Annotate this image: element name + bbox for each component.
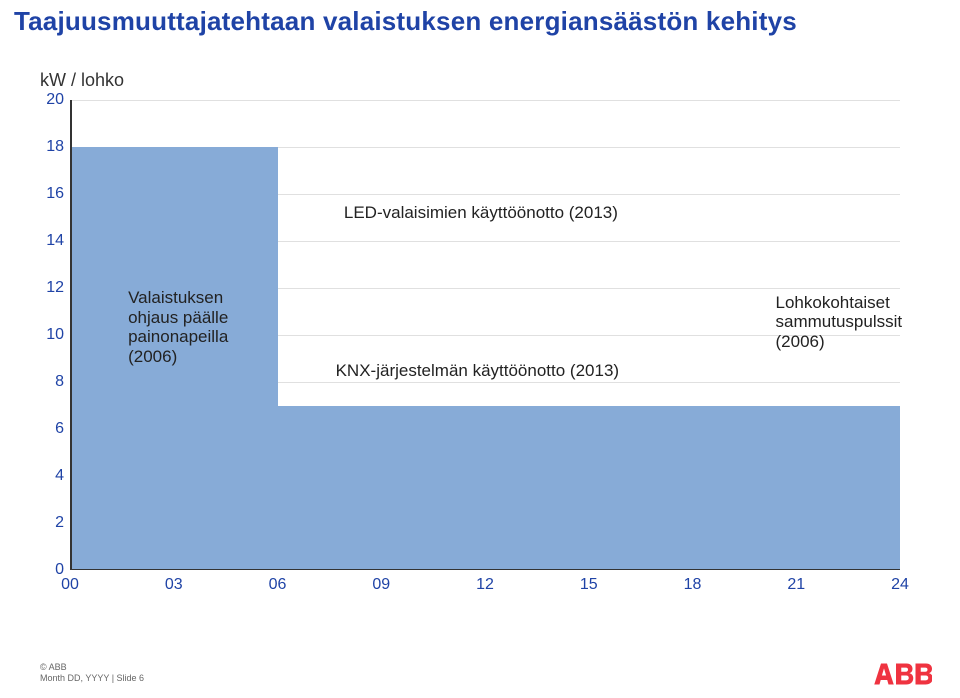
x-tick-label: 24 bbox=[891, 570, 909, 594]
footer-line1: © ABB bbox=[40, 662, 67, 672]
y-tick-label: 8 bbox=[55, 373, 70, 391]
y-axis-title: kW / lohko bbox=[40, 70, 124, 91]
y-tick-label: 16 bbox=[46, 185, 70, 203]
x-tick-label: 06 bbox=[269, 570, 287, 594]
x-tick-label: 21 bbox=[787, 570, 805, 594]
slide-title: Taajuusmuuttajatehtaan valaistuksen ener… bbox=[14, 6, 946, 37]
x-tick-label: 18 bbox=[684, 570, 702, 594]
profile-segment bbox=[278, 406, 901, 571]
x-tick-label: 12 bbox=[476, 570, 494, 594]
y-tick-label: 6 bbox=[55, 420, 70, 438]
y-tick-label: 4 bbox=[55, 467, 70, 485]
annotation-knx-2013: KNX-järjestelmän käyttöönotto (2013) bbox=[336, 361, 619, 381]
footer-credit: © ABB Month DD, YYYY | Slide 6 bbox=[40, 662, 144, 685]
y-tick-label: 2 bbox=[55, 514, 70, 532]
x-tick-label: 15 bbox=[580, 570, 598, 594]
y-tick-label: 20 bbox=[46, 91, 70, 109]
annotation-led-2013: LED-valaisimien käyttöönotto (2013) bbox=[344, 203, 618, 223]
y-tick-label: 12 bbox=[46, 279, 70, 297]
x-tick-label: 03 bbox=[165, 570, 183, 594]
plot-area: 02468101214161820000306091215182124Valai… bbox=[70, 100, 900, 570]
chart-container: 02468101214161820000306091215182124Valai… bbox=[40, 100, 920, 600]
annotation-buttons-2006: Valaistuksenohjaus päällepainonapeilla(2… bbox=[128, 288, 228, 366]
y-axis-line bbox=[70, 100, 72, 570]
y-tick-label: 10 bbox=[46, 326, 70, 344]
abb-logo bbox=[872, 662, 932, 686]
x-tick-label: 09 bbox=[372, 570, 390, 594]
slide-root: Taajuusmuuttajatehtaan valaistuksen ener… bbox=[0, 0, 960, 698]
gridline bbox=[70, 100, 900, 101]
y-tick-label: 14 bbox=[46, 232, 70, 250]
annotation-pulses-2006: Lohkokohtaisetsammutuspulssit(2006) bbox=[776, 293, 903, 352]
footer-line2: Month DD, YYYY | Slide 6 bbox=[40, 673, 144, 683]
y-tick-label: 18 bbox=[46, 138, 70, 156]
x-tick-label: 00 bbox=[61, 570, 79, 594]
